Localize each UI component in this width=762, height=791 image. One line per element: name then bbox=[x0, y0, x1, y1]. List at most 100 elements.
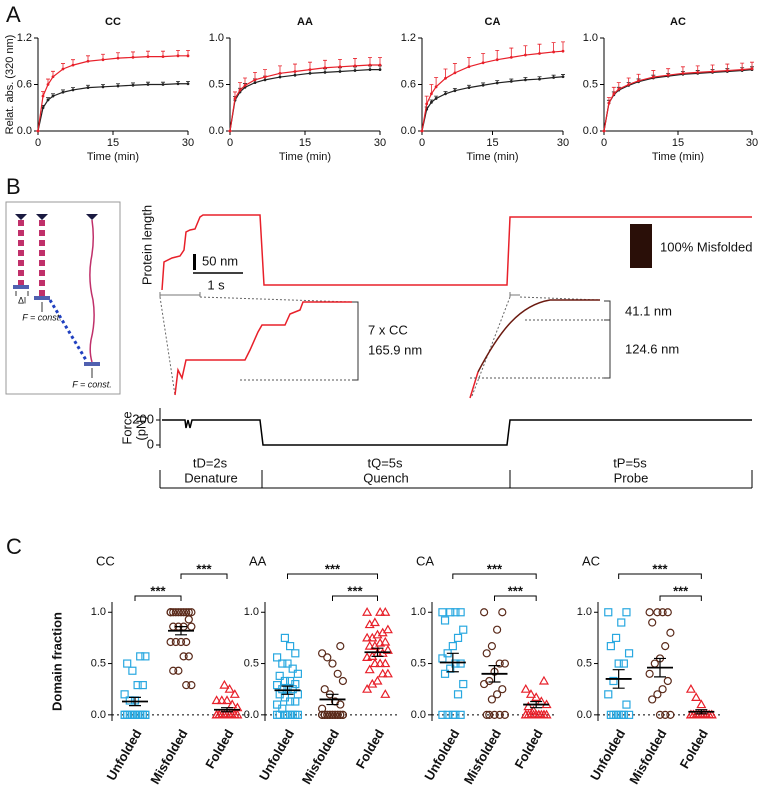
data-point bbox=[328, 710, 337, 719]
data-point bbox=[444, 92, 447, 96]
significance-bracket bbox=[134, 595, 182, 601]
data-point bbox=[325, 710, 334, 719]
y-tick-label: 0 bbox=[147, 436, 154, 451]
data-point bbox=[493, 690, 502, 699]
data-point bbox=[740, 68, 744, 72]
axis-label: (pN) bbox=[133, 415, 148, 440]
panel-label: A bbox=[6, 2, 21, 27]
y-tick-label: 1.0 bbox=[244, 606, 259, 618]
data-point bbox=[176, 54, 180, 58]
error-bar bbox=[551, 42, 556, 52]
data-point bbox=[179, 652, 188, 661]
x-tick-label: Unfolded bbox=[587, 727, 628, 783]
chart-title: AA bbox=[249, 553, 267, 568]
data-point bbox=[353, 69, 357, 72]
data-point bbox=[651, 75, 655, 79]
data-point bbox=[438, 654, 447, 663]
error-bar bbox=[481, 53, 486, 63]
data-point bbox=[338, 65, 342, 69]
error-bar bbox=[509, 47, 514, 58]
inset-trace bbox=[174, 301, 352, 396]
data-point bbox=[187, 680, 196, 690]
data-point bbox=[650, 659, 659, 668]
y-tick-label: 0.0 bbox=[401, 125, 416, 137]
data-point bbox=[666, 710, 675, 719]
data-point bbox=[653, 690, 662, 699]
phase-label: Denature bbox=[184, 470, 237, 485]
data-point bbox=[336, 642, 345, 651]
error-bar bbox=[326, 693, 339, 706]
data-point bbox=[377, 668, 388, 678]
data-point bbox=[41, 94, 45, 98]
legend-swatch bbox=[630, 224, 652, 268]
data-point bbox=[141, 652, 150, 661]
data-point bbox=[128, 666, 137, 675]
data-point bbox=[696, 699, 707, 709]
data-point bbox=[561, 49, 565, 53]
error-bar bbox=[452, 63, 457, 73]
data-point bbox=[500, 659, 509, 668]
inset-trace bbox=[477, 299, 600, 373]
inset-label: 7 x CC bbox=[368, 322, 408, 337]
data-point bbox=[187, 622, 196, 631]
data-point bbox=[46, 83, 50, 86]
x-axis-label: Time (min) bbox=[466, 151, 518, 163]
data-point bbox=[430, 92, 433, 96]
data-point bbox=[229, 709, 240, 719]
y-tick-label: 0.0 bbox=[17, 125, 32, 137]
axis-label: Protein length bbox=[139, 205, 154, 285]
data-point bbox=[136, 652, 145, 661]
x-tick-label: Unfolded bbox=[421, 727, 462, 783]
data-point bbox=[614, 659, 623, 668]
data-point bbox=[438, 710, 447, 719]
data-point bbox=[46, 98, 50, 102]
panel-label: B bbox=[6, 174, 21, 199]
data-point bbox=[280, 676, 289, 686]
series-line bbox=[603, 68, 753, 132]
data-point bbox=[280, 633, 289, 643]
y-tick-label: 0.5 bbox=[411, 657, 426, 669]
y-tick-label: 1.0 bbox=[209, 32, 224, 44]
error-bar bbox=[537, 43, 542, 54]
data-point bbox=[622, 700, 631, 709]
chart-title: AC bbox=[582, 553, 600, 568]
data-point bbox=[169, 608, 178, 617]
data-point bbox=[364, 619, 375, 629]
data-point bbox=[725, 69, 729, 72]
series-line bbox=[421, 76, 564, 132]
x-tick-label: Unfolded bbox=[256, 727, 297, 783]
data-point bbox=[286, 676, 295, 686]
data-point bbox=[174, 608, 183, 617]
data-point bbox=[681, 71, 685, 75]
data-point bbox=[278, 75, 282, 79]
x-tick-label: 0 bbox=[419, 137, 425, 149]
data-point bbox=[286, 697, 295, 706]
data-point bbox=[604, 608, 613, 617]
data-point bbox=[453, 633, 463, 643]
data-point bbox=[233, 97, 237, 100]
significance-label: *** bbox=[652, 561, 668, 576]
data-point bbox=[525, 709, 537, 719]
data-point bbox=[663, 676, 672, 686]
data-point bbox=[253, 78, 257, 82]
data-point bbox=[169, 666, 178, 675]
data-point bbox=[291, 649, 300, 658]
data-point bbox=[146, 83, 150, 86]
y-tick-label: 0.0 bbox=[577, 709, 592, 721]
length-trace: Protein length 50 nm 1 s 100% Misfolded … bbox=[139, 205, 753, 399]
time-label: tQ=5s bbox=[367, 455, 403, 470]
y-tick-label: 1.0 bbox=[91, 606, 106, 618]
data-point bbox=[229, 689, 240, 698]
panel-label: C bbox=[6, 534, 22, 559]
data-point bbox=[614, 710, 623, 719]
data-point bbox=[606, 642, 615, 651]
y-axis-label: Domain fraction bbox=[49, 612, 64, 711]
scale-label: 1 s bbox=[207, 277, 225, 292]
data-point bbox=[275, 710, 284, 719]
error-bar bbox=[561, 41, 565, 52]
data-point bbox=[61, 90, 65, 94]
data-point bbox=[364, 640, 375, 650]
x-tick-label: Misfolded bbox=[299, 727, 342, 787]
y-tick-label: 0.6 bbox=[401, 78, 416, 90]
data-point bbox=[480, 679, 489, 689]
